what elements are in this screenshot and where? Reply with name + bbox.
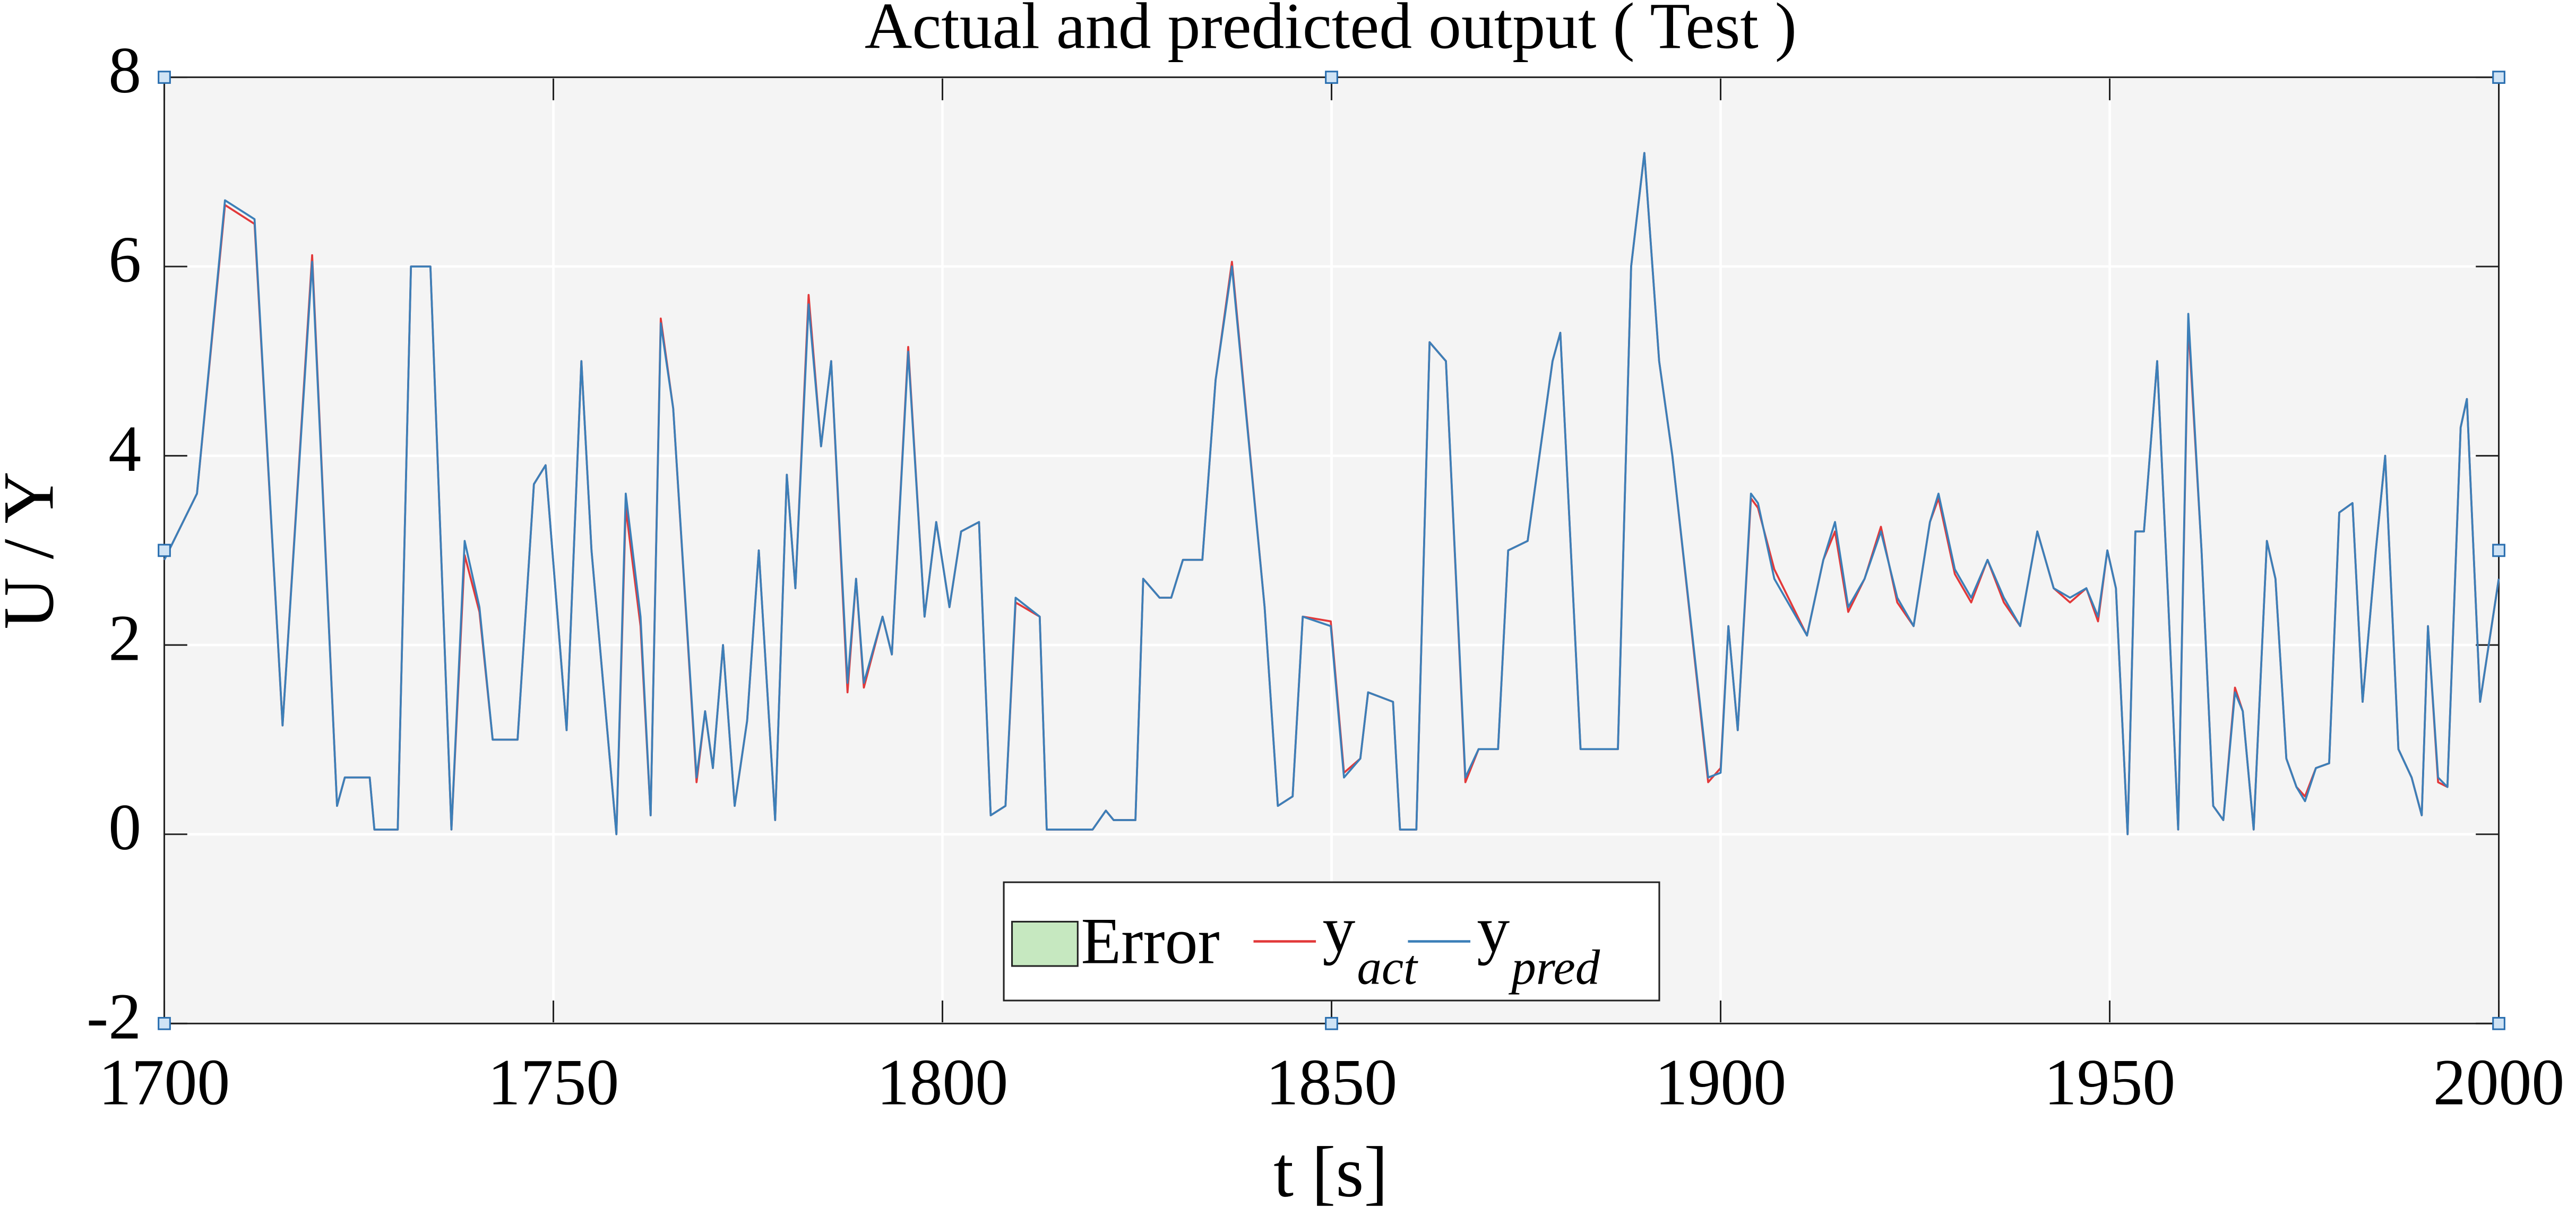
y-tick-label: 8 (108, 34, 141, 107)
y-tick-label: 0 (108, 791, 141, 864)
data-line (163, 152, 2500, 835)
handle (2492, 1016, 2505, 1030)
y-tick-label: 4 (108, 412, 141, 485)
handle (2492, 544, 2505, 557)
chart-title: Actual and predicted output ( Test ) (865, 0, 1797, 62)
legend-label-sub: act (1357, 941, 1418, 995)
legend-label-sub: pred (1508, 941, 1600, 995)
y-tick-label: -2 (87, 980, 141, 1053)
legend-label: y (1477, 893, 1510, 966)
legend-label: y (1322, 893, 1355, 966)
handle (158, 544, 171, 557)
x-tick-label: 1850 (1266, 1046, 1398, 1119)
x-tick-label: 1750 (488, 1046, 619, 1119)
legend-box (1003, 881, 1660, 1002)
handle (1325, 71, 1338, 84)
legend-label: Error (1081, 904, 1220, 977)
handle (1325, 1016, 1338, 1030)
x-axis-label: t [s] (1273, 1133, 1388, 1212)
y-tick-label: 2 (108, 602, 141, 675)
y-axis-label: U / Y (0, 471, 68, 630)
handle (158, 71, 171, 84)
legend-swatch (1011, 920, 1079, 967)
x-tick-label: 1900 (1655, 1046, 1787, 1119)
y-tick-label: 6 (108, 223, 141, 296)
handle (2492, 71, 2505, 84)
x-tick-label: 1950 (2044, 1046, 2176, 1119)
handle (158, 1016, 171, 1030)
x-tick-label: 2000 (2433, 1046, 2565, 1119)
x-tick-label: 1700 (99, 1046, 230, 1119)
x-tick-label: 1800 (877, 1046, 1009, 1119)
